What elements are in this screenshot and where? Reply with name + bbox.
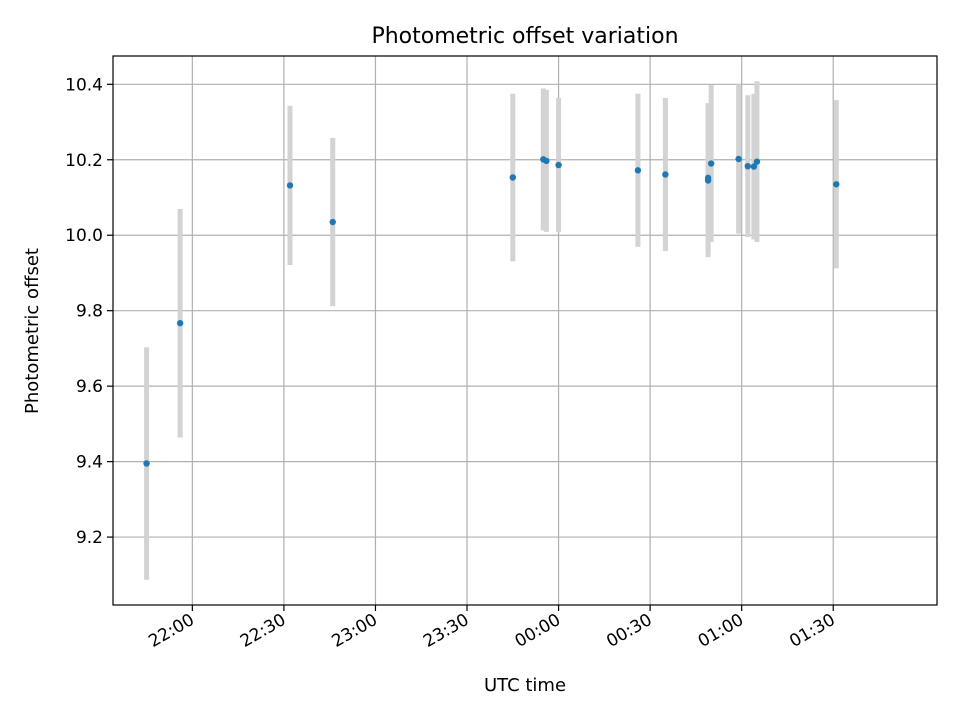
data-point <box>833 181 840 188</box>
data-point <box>329 218 336 226</box>
data-point <box>543 157 550 165</box>
data-point <box>753 158 761 165</box>
x-tick-label: 22:30 <box>237 610 289 652</box>
data-point <box>555 161 562 169</box>
plot-frame <box>112 55 938 606</box>
x-tick-label: 01:30 <box>786 610 838 652</box>
data-point <box>662 171 669 178</box>
chart-title: Photometric offset variation <box>371 24 678 49</box>
x-tick-label: 23:30 <box>420 610 472 652</box>
data-point <box>143 460 150 467</box>
y-tick-label: 9.8 <box>76 302 103 322</box>
data-point <box>707 160 715 167</box>
y-tick-label: 9.4 <box>76 453 103 473</box>
y-tick-label: 9.2 <box>76 528 103 548</box>
data-point <box>744 162 751 170</box>
x-axis: 22:00 22:30 23:00 23:30 00:00 00:30 01:00 01:30 <box>145 605 839 652</box>
error-bars <box>144 81 839 580</box>
data-point <box>176 319 184 327</box>
data-point <box>704 174 712 182</box>
y-tick-label: 10.0 <box>65 226 103 246</box>
x-tick-label: 00:30 <box>603 610 655 652</box>
y-tick-label: 10.4 <box>65 75 103 95</box>
x-tick-label: 23:00 <box>329 610 381 652</box>
y-axis: 9.2 9.4 9.6 9.8 10.0 10.2 10.4 <box>65 75 113 548</box>
data-point <box>634 167 642 174</box>
x-tick-label: 01:00 <box>695 610 747 652</box>
data-point <box>750 163 758 170</box>
data-points <box>143 155 840 467</box>
data-point <box>735 155 742 163</box>
data-point <box>509 174 516 181</box>
x-tick-label: 00:00 <box>512 610 564 652</box>
x-axis-label: UTC time <box>484 675 566 696</box>
grid <box>113 56 937 605</box>
data-point <box>286 182 294 189</box>
y-axis-label: Photometric offset <box>22 248 43 414</box>
y-tick-label: 9.6 <box>76 377 103 397</box>
y-tick-label: 10.2 <box>65 151 103 171</box>
x-tick-label: 22:00 <box>145 610 197 652</box>
